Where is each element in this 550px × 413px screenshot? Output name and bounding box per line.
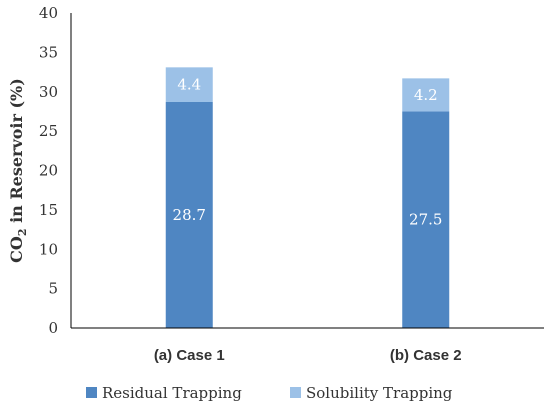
y-tick-label: 35 <box>39 43 58 61</box>
legend-label-residual: Residual Trapping <box>102 384 242 402</box>
legend-swatch-solubility <box>290 387 301 398</box>
bars <box>165 67 450 328</box>
y-axis-label: CO2 in Reservoir (%) <box>7 78 29 263</box>
y-tick-label: 10 <box>39 240 58 258</box>
y-tick-label: 5 <box>48 280 58 298</box>
y-tick-label: 25 <box>39 122 58 140</box>
legend: Residual Trapping Solubility Trapping <box>86 384 453 402</box>
data-label: 28.7 <box>173 206 206 224</box>
y-axis-label-main: CO <box>7 236 26 263</box>
y-axis-ticks: 0 5 10 15 20 25 30 35 40 <box>39 4 58 337</box>
y-axis-label-rest: in Reservoir (%) <box>7 78 26 228</box>
y-tick-label: 0 <box>48 319 58 337</box>
y-tick-label: 40 <box>39 4 58 22</box>
legend-label-solubility: Solubility Trapping <box>306 384 453 402</box>
legend-swatch-residual <box>86 387 97 398</box>
x-category-label: (b) Case 2 <box>390 347 462 364</box>
data-label: 27.5 <box>409 211 442 229</box>
bar-residual-1 <box>165 101 213 328</box>
bar-solubility-1 <box>165 67 213 102</box>
bar-residual-2 <box>402 111 450 328</box>
category-labels: (a) Case 1 (b) Case 2 <box>154 347 462 364</box>
y-axis-label-subscript: 2 <box>16 229 29 237</box>
bar-solubility-2 <box>402 78 450 112</box>
y-tick-label: 20 <box>39 162 58 180</box>
data-label: 4.4 <box>177 76 201 94</box>
data-labels: 28.7 4.4 27.5 4.2 <box>173 76 443 229</box>
y-tick-label: 30 <box>39 83 58 101</box>
y-tick-label: 15 <box>39 201 58 219</box>
data-label: 4.2 <box>414 86 438 104</box>
x-category-label: (a) Case 1 <box>154 347 225 364</box>
